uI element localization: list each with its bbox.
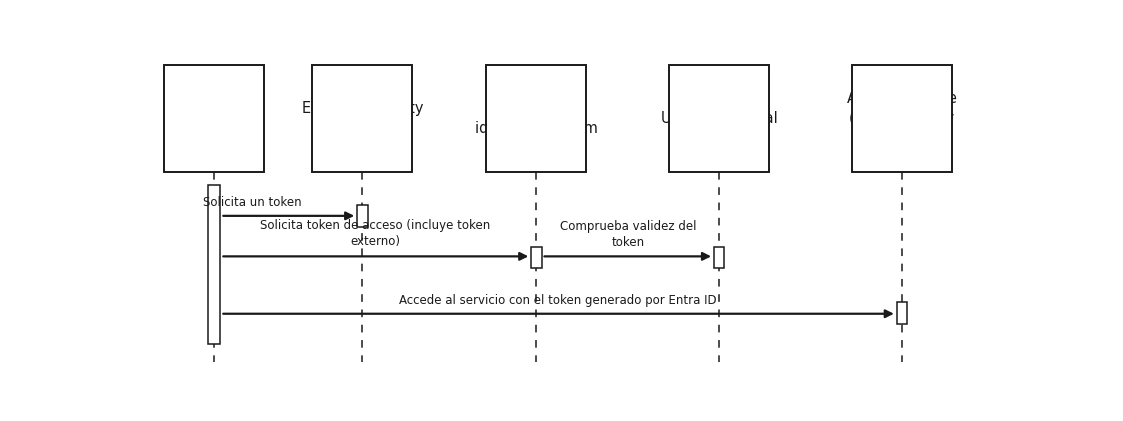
Text: Solicita un token: Solicita un token <box>203 196 301 209</box>
Bar <box>164 65 264 172</box>
Text: Solicita token de acceso (incluye token
externo): Solicita token de acceso (incluye token … <box>261 219 491 248</box>
Text: External
workload: External workload <box>181 101 248 136</box>
Text: OIDC issuer
URL on external
IdP: OIDC issuer URL on external IdP <box>660 91 777 147</box>
Bar <box>208 185 220 344</box>
Bar <box>669 65 769 172</box>
Bar <box>312 65 412 172</box>
Text: Comprueba validez del
token: Comprueba validez del token <box>559 220 696 249</box>
Text: External identity
provider: External identity provider <box>302 101 423 136</box>
Bar <box>486 65 586 172</box>
Bar <box>531 247 541 268</box>
Text: Accede al servicio con el token generado por Entra ID: Accede al servicio con el token generado… <box>400 294 716 307</box>
Bar <box>714 247 724 268</box>
Bar <box>896 302 907 325</box>
Bar <box>357 205 367 227</box>
Bar <box>852 65 952 172</box>
Text: Microsoft
identity platform: Microsoft identity platform <box>475 101 597 136</box>
Text: Azure resource
(ex. Azure Key
Vault): Azure resource (ex. Azure Key Vault) <box>847 91 957 147</box>
